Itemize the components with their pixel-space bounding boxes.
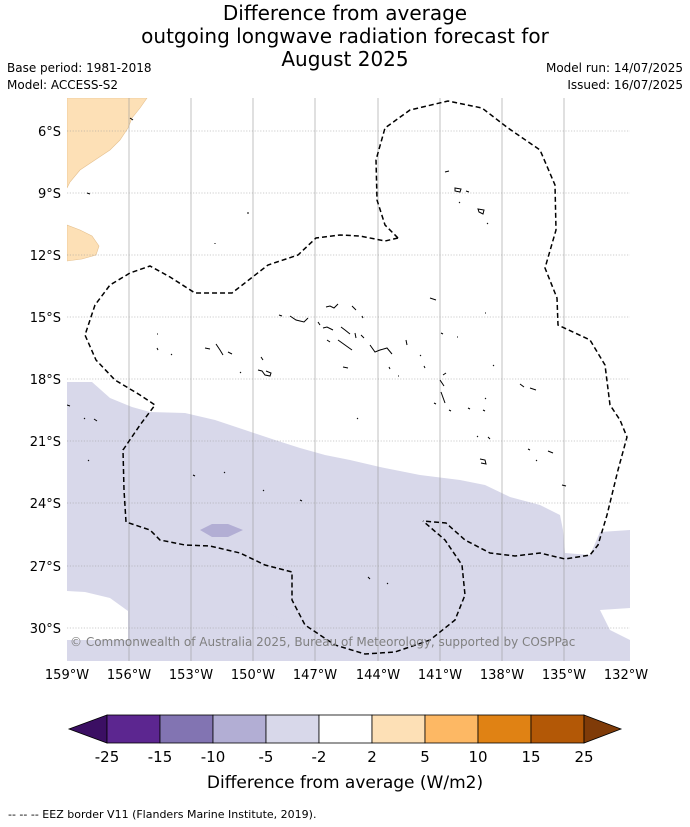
- colorbar-swatch: [371, 714, 426, 744]
- map-title-line-1: Difference from average: [222, 1, 468, 25]
- lat-label: 24°S: [30, 497, 61, 512]
- gridlines: [67, 98, 630, 661]
- colorbar-labels: -25 -15 -10 -5 -2 2 5 10 15 25: [95, 748, 594, 766]
- issued-label: Issued: 16/07/2025: [567, 78, 683, 92]
- colorbar-swatch: [318, 714, 373, 744]
- eez-footnote: -- -- -- EEZ border V11 (Flanders Marine…: [8, 808, 317, 821]
- lon-label: 135°W: [542, 668, 586, 683]
- colorbar-swatch: [424, 714, 479, 744]
- lat-label: 9°S: [38, 187, 61, 202]
- colorbar: [67, 714, 623, 744]
- lon-label: 156°W: [107, 668, 151, 683]
- lon-label: 153°W: [169, 668, 213, 683]
- negative-anomaly-region: [67, 382, 630, 661]
- colorbar-swatch: [106, 714, 161, 744]
- longitude-labels: 159°W 156°W 153°W 150°W 147°W 144°W 141°…: [45, 668, 648, 683]
- colorbar-tick-label: -15: [148, 748, 173, 766]
- colorbar-tick-label: 2: [367, 748, 377, 766]
- lon-label: 144°W: [356, 668, 400, 683]
- negative-anomaly-south: [67, 591, 630, 661]
- colorbar-swatch: [159, 714, 214, 744]
- latitude-labels: 6°S 9°S 12°S 15°S 18°S 21°S 24°S 27°S 30…: [30, 125, 61, 637]
- colorbar-swatch: [212, 714, 267, 744]
- positive-anomaly-nw: [67, 98, 148, 189]
- colorbar-swatch: [530, 714, 585, 744]
- lat-label: 12°S: [30, 249, 61, 264]
- islands: [67, 117, 567, 585]
- colorbar-swatch: [477, 714, 532, 744]
- colorbar-tick-label: -25: [95, 748, 120, 766]
- eez-border-west: [84, 234, 466, 655]
- colorbar-title: Difference from average (W/m2): [207, 773, 483, 793]
- lon-label: 159°W: [45, 668, 89, 683]
- copyright-text: © Commonwealth of Australia 2025, Bureau…: [70, 635, 575, 649]
- lon-label: 147°W: [293, 668, 337, 683]
- colorbar-tick-label: 10: [468, 748, 487, 766]
- model-run-label: Model run: 14/07/2025: [545, 61, 683, 75]
- lat-label: 27°S: [30, 560, 61, 575]
- model-label: Model: ACCESS-S2: [7, 78, 119, 92]
- neutral-patch-se: [600, 608, 630, 640]
- lon-label: 138°W: [480, 668, 524, 683]
- lon-label: 132°W: [604, 668, 648, 683]
- colorbar-tick-label: -2: [312, 748, 327, 766]
- lat-label: 15°S: [30, 311, 61, 326]
- colorbar-tick-label: -5: [259, 748, 274, 766]
- colorbar-tick-label: 15: [521, 748, 540, 766]
- lat-label: 18°S: [30, 373, 61, 388]
- colorbar-swatch: [265, 714, 320, 744]
- lat-label: 6°S: [38, 125, 61, 140]
- colorbar-extend-low: [67, 714, 108, 744]
- positive-anomaly-west: [67, 224, 100, 262]
- lat-label: 21°S: [30, 435, 61, 450]
- map-title-line-3: August 2025: [281, 47, 409, 71]
- colorbar-tick-label: 5: [420, 748, 430, 766]
- base-period-label: Base period: 1981-2018: [7, 61, 152, 75]
- stronger-negative-patch: [200, 524, 243, 537]
- lat-label: 30°S: [30, 622, 61, 637]
- colorbar-tick-label: -10: [201, 748, 226, 766]
- map-title-line-2: outgoing longwave radiation forecast for: [141, 24, 549, 48]
- colorbar-tick-label: 25: [574, 748, 593, 766]
- lon-label: 150°W: [231, 668, 275, 683]
- eez-border-main: [375, 100, 628, 560]
- lon-label: 141°W: [418, 668, 462, 683]
- colorbar-extend-high: [583, 714, 623, 744]
